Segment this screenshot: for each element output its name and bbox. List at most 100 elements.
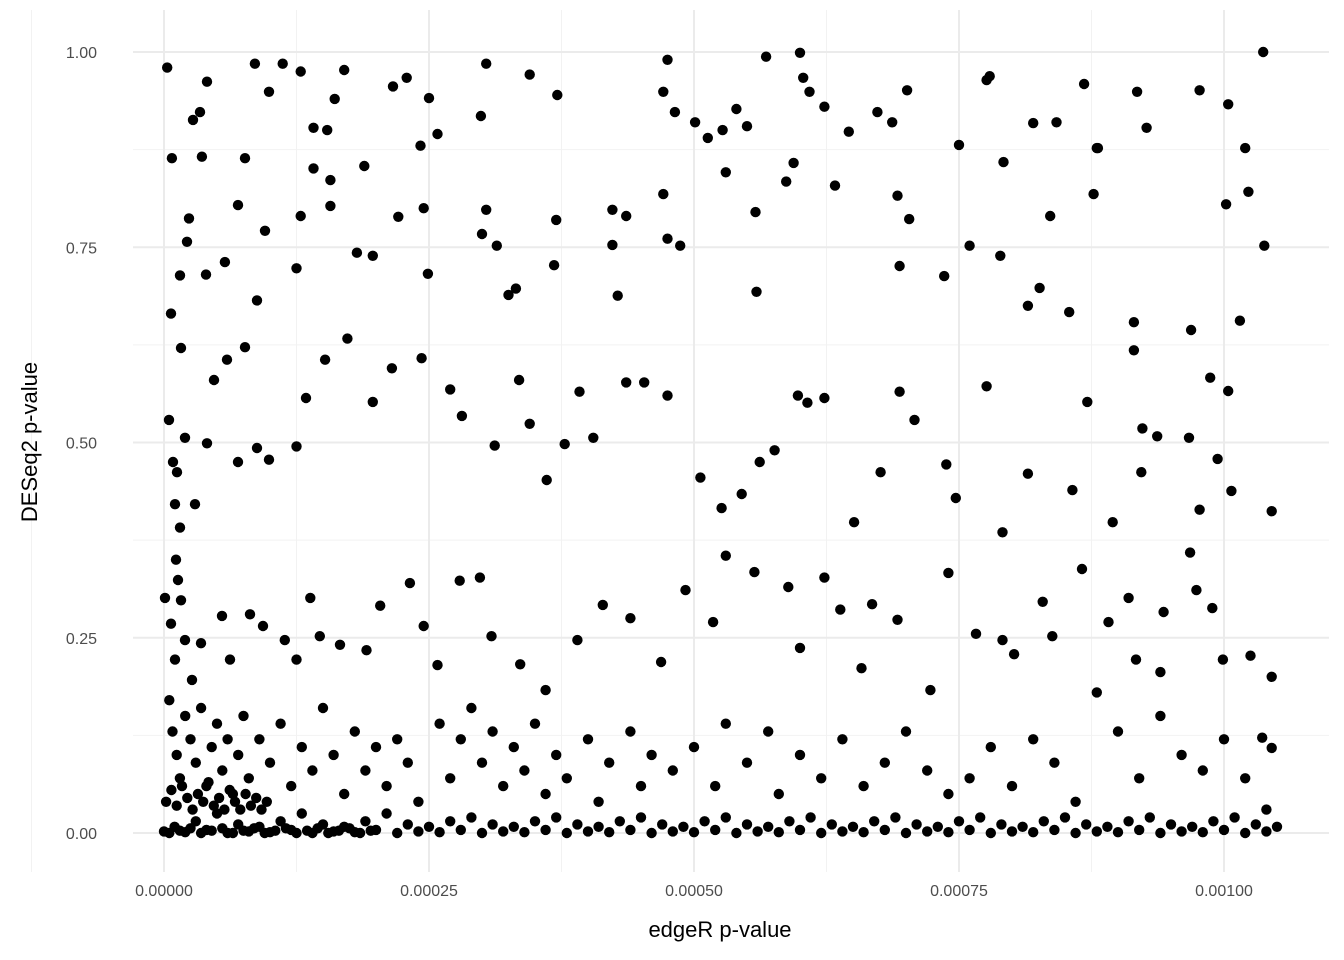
data-point	[1223, 385, 1234, 397]
data-point	[323, 827, 334, 839]
data-point	[922, 765, 933, 776]
data-point	[1022, 300, 1034, 311]
data-point	[984, 71, 995, 82]
data-point	[498, 780, 509, 792]
data-point	[432, 128, 443, 140]
data-point	[360, 816, 371, 827]
data-point	[291, 263, 302, 274]
data-point	[217, 765, 228, 776]
data-point	[1028, 827, 1039, 838]
data-point	[217, 823, 228, 834]
data-point	[819, 392, 830, 404]
data-point	[402, 819, 413, 830]
data-point	[1212, 453, 1223, 465]
data-point	[1028, 734, 1039, 745]
data-point	[251, 792, 262, 804]
data-point	[286, 780, 297, 792]
data-point	[639, 377, 650, 388]
data-point	[402, 757, 413, 768]
data-point	[179, 432, 191, 443]
data-point	[551, 214, 562, 226]
data-point	[365, 825, 376, 836]
data-point	[190, 757, 201, 768]
data-point	[175, 595, 187, 606]
data-point	[381, 780, 392, 792]
data-point	[169, 499, 181, 510]
data-point	[308, 122, 319, 133]
data-point	[445, 384, 456, 395]
data-point	[423, 821, 435, 832]
data-point	[1092, 142, 1104, 154]
data-point	[829, 180, 841, 191]
data-point	[675, 240, 686, 251]
data-point	[741, 757, 753, 768]
data-point	[291, 827, 302, 839]
data-point	[1217, 654, 1229, 665]
data-point	[524, 69, 535, 80]
data-point	[688, 741, 700, 753]
data-point	[354, 827, 366, 839]
data-point	[1028, 117, 1039, 129]
data-point	[802, 397, 813, 408]
x-tick-label: 0.00075	[930, 883, 988, 900]
data-point	[1218, 734, 1230, 745]
data-point	[251, 295, 263, 306]
data-point	[1123, 816, 1134, 827]
data-point	[741, 121, 753, 132]
data-point	[305, 592, 316, 604]
data-point	[455, 824, 466, 836]
data-point	[434, 827, 445, 838]
data-point	[707, 616, 719, 628]
data-point	[329, 93, 340, 105]
data-point	[162, 62, 173, 73]
data-point	[415, 140, 426, 151]
data-point	[1051, 117, 1062, 128]
data-point	[1078, 78, 1090, 90]
data-point	[710, 780, 721, 792]
data-point	[612, 290, 623, 301]
data-point	[322, 124, 333, 136]
data-point	[1245, 650, 1256, 661]
data-point	[1107, 517, 1118, 528]
data-point	[1197, 827, 1209, 838]
data-point	[1070, 796, 1081, 807]
data-point	[171, 749, 182, 761]
data-point	[195, 827, 207, 839]
data-point	[1006, 826, 1018, 837]
data-point	[386, 363, 398, 374]
data-point	[245, 800, 257, 811]
data-point	[166, 784, 177, 796]
data-point	[167, 456, 179, 468]
data-point	[334, 639, 346, 650]
data-point	[805, 812, 816, 823]
data-point	[964, 240, 975, 251]
data-point	[491, 240, 502, 251]
data-point	[773, 788, 784, 800]
data-point	[658, 86, 669, 98]
data-point	[1144, 812, 1156, 823]
data-point	[1223, 99, 1234, 110]
data-point	[503, 289, 514, 301]
points	[158, 46, 1283, 839]
data-point	[181, 236, 193, 247]
data-point	[607, 239, 618, 251]
data-point	[454, 575, 465, 586]
data-point	[1128, 317, 1140, 328]
data-point	[235, 804, 246, 815]
data-point	[574, 386, 585, 397]
data-point	[224, 654, 236, 665]
data-point	[203, 777, 214, 788]
y-axis-title: DESeq2 p-value	[17, 362, 42, 522]
data-point	[206, 825, 217, 836]
data-point	[985, 741, 996, 753]
data-point	[669, 106, 681, 118]
data-point	[837, 734, 848, 745]
data-point	[476, 757, 488, 768]
data-point	[275, 718, 286, 729]
data-point	[941, 459, 952, 470]
data-point	[165, 308, 177, 319]
data-point	[1155, 827, 1166, 839]
data-point	[773, 827, 784, 838]
data-point	[418, 620, 429, 632]
data-point	[769, 445, 780, 456]
